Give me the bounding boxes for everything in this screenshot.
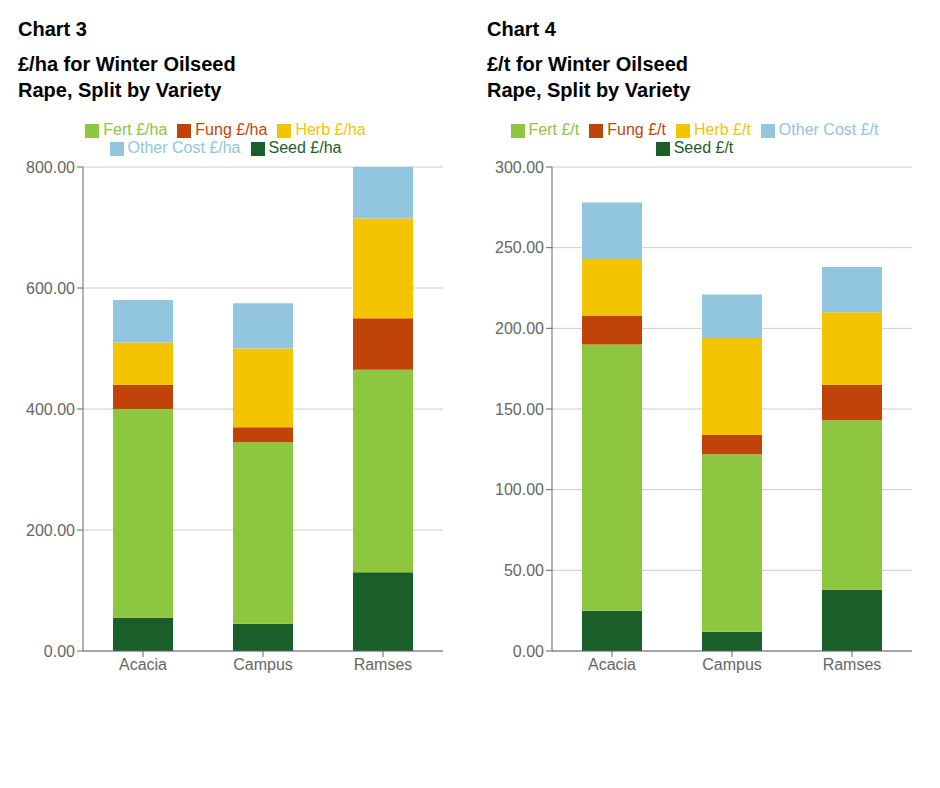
html-text:Other Cost £/t: Other Cost £/t — [778, 121, 879, 138]
html-text:Chart 3: Chart 3 — [18, 18, 87, 40]
svg-text:50.00: 50.00 — [504, 562, 544, 579]
svg-text:Ramses: Ramses — [354, 656, 413, 673]
html-text:Fert £/t: Fert £/t — [528, 121, 580, 138]
html-text:Other Cost £/ha: Other Cost £/ha — [127, 139, 241, 156]
svg-text:0.00: 0.00 — [44, 643, 75, 660]
svg-text:200.00: 200.00 — [495, 320, 544, 337]
html-text:Seed £/ha: Seed £/ha — [268, 139, 342, 156]
svg-text:800.00: 800.00 — [26, 159, 75, 176]
svg-text:400.00: 400.00 — [26, 401, 75, 418]
html-text:Herb £/t: Herb £/t — [693, 121, 751, 138]
html-text:Fung £/t: Fung £/t — [607, 121, 666, 138]
html-text:Herb £/ha: Herb £/ha — [295, 121, 366, 138]
svg-text:Acacia: Acacia — [588, 656, 636, 673]
html-text:£/ha for Winter Oilseed Rape,: £/ha for Winter Oilseed Rape, Split by V… — [18, 53, 236, 101]
html-text:£/t for Winter Oilseed Rape, S: £/t for Winter Oilseed Rape, Split by Va… — [487, 53, 691, 101]
svg-text:0.00: 0.00 — [513, 643, 544, 660]
html-text:Fert £/ha: Fert £/ha — [103, 121, 168, 138]
svg-text:150.00: 150.00 — [495, 401, 544, 418]
svg-text:200.00: 200.00 — [26, 522, 75, 539]
svg-text:100.00: 100.00 — [495, 481, 544, 498]
svg-text:Ramses: Ramses — [823, 656, 882, 673]
svg-text:300.00: 300.00 — [495, 159, 544, 176]
svg-text:Campus: Campus — [233, 656, 293, 673]
html-text:Chart 4: Chart 4 — [487, 18, 556, 40]
html-text:Fung £/ha: Fung £/ha — [195, 121, 268, 138]
svg-text:Acacia: Acacia — [119, 656, 167, 673]
svg-text:600.00: 600.00 — [26, 280, 75, 297]
svg-text:250.00: 250.00 — [495, 239, 544, 256]
svg-text:Campus: Campus — [702, 656, 762, 673]
html-text:Seed £/t: Seed £/t — [673, 139, 734, 156]
